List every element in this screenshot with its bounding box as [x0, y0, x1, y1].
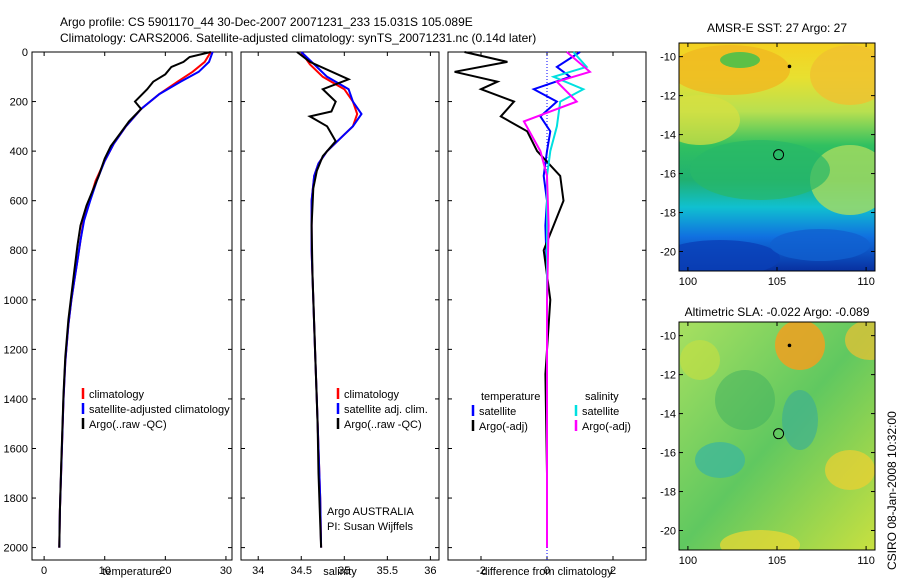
sla-heatmap-field [679, 322, 875, 550]
sst-map-panel: AMSR-E SST: 27 Argo: 27 100 105 110 -10 -12 -… [660, 21, 876, 288]
sst-heatmap-field [679, 43, 875, 271]
temperature-panel: 0 10 20 30 0 200 400 600 800 1000 1200 1400 1600 1800… [4, 47, 233, 578]
map-y-tick-label: -20 [660, 526, 676, 538]
figure-title-line2: Climatology: CARS2006. Satellite-adjuste… [60, 31, 536, 45]
y-tick-label: 1600 [4, 443, 28, 455]
x-tick-label: 30 [220, 565, 232, 577]
y-tick-label: 1400 [4, 394, 28, 406]
x-tick-label: 10 [99, 565, 111, 577]
x-tick-label: 0 [544, 565, 550, 577]
series-line [522, 51, 592, 548]
sla-map-panel: Altimetric SLA: -0.022 Argo: -0.089 100 1… [660, 305, 876, 567]
map-y-tick-label: -16 [660, 169, 676, 181]
y-tick-label: 1000 [4, 295, 28, 307]
series-line [300, 51, 363, 548]
sst-map-title: AMSR-E SST: 27 Argo: 27 [707, 21, 847, 35]
x-tick-label: 2 [610, 565, 616, 577]
legend-title: temperature [481, 391, 540, 403]
map-y-tick-label: -10 [660, 52, 676, 64]
y-tick-label: 800 [10, 245, 28, 257]
legend: temperature satellite Argo(-adj) salinity sa… [471, 391, 631, 433]
map-y-tick-label: -18 [660, 208, 676, 220]
y-tick-label: 2000 [4, 543, 28, 555]
map-y-tick-label: -12 [660, 370, 676, 382]
map-y-tick-label: -18 [660, 487, 676, 499]
series-line [300, 51, 359, 548]
map-y-tick-label: -10 [660, 331, 676, 343]
x-tick-label: 0 [41, 565, 47, 577]
x-tick-label: 34 [252, 565, 264, 577]
annotation-text: PI: Susan Wijffels [327, 521, 413, 533]
island-dot-marker [787, 343, 792, 348]
map-x-tick-label: 100 [679, 555, 697, 567]
legend-label: Argo(..raw -QC) [344, 419, 422, 431]
legend-label: satellite [582, 406, 619, 418]
legend-label: climatology [89, 389, 145, 401]
island-dot-marker [787, 64, 792, 69]
map-x-tick-label: 100 [679, 276, 697, 288]
series-line [58, 51, 212, 548]
legend: climatology satellite-adjusted climatolog… [81, 388, 230, 431]
y-tick-label: 200 [10, 97, 28, 109]
x-axis-label: temperature [102, 566, 161, 578]
x-tick-label: -2 [476, 565, 486, 577]
y-tick-label: 0 [22, 47, 28, 59]
map-y-tick-label: -20 [660, 247, 676, 259]
x-tick-label: 35 [338, 565, 350, 577]
x-axis-label: salinity [323, 566, 357, 578]
x-tick-label: 20 [159, 565, 171, 577]
plot-frame [240, 51, 440, 561]
legend: climatology satellite adj. clim. Argo(..ra… [336, 388, 428, 431]
map-y-tick-label: -12 [660, 91, 676, 103]
salinity-panel: 34 34.5 35 35.5 36 salinity climatology satelli… [240, 51, 440, 578]
annotation-text: Argo AUSTRALIA [327, 506, 414, 518]
legend-title: salinity [585, 391, 619, 403]
map-y-tick-label: -16 [660, 448, 676, 460]
y-tick-label: 400 [10, 146, 28, 158]
profile-location-marker [773, 149, 785, 161]
figure-title-line1: Argo profile: CS 5901170_44 30-Dec-2007 … [60, 15, 473, 29]
series-line [58, 51, 214, 548]
legend-label: satellite [479, 406, 516, 418]
map-x-tick-label: 110 [857, 276, 875, 288]
profile-location-marker [773, 428, 785, 440]
x-axis-label: difference from climatology [481, 566, 613, 578]
x-tick-label: 34.5 [291, 565, 312, 577]
x-tick-label: 36 [424, 565, 436, 577]
legend-label: satellite-adjusted climatology [89, 404, 230, 416]
series-line [296, 51, 352, 548]
timestamp-footer: CSIRO 08-Jan-2008 10:32:00 [885, 411, 899, 570]
x-tick-label: 35.5 [377, 565, 398, 577]
y-tick-label: 600 [10, 196, 28, 208]
legend-label: Argo(..raw -QC) [89, 419, 167, 431]
plot-frame [31, 51, 233, 561]
legend-label: Argo(-adj) [582, 421, 631, 433]
legend-label: satellite adj. clim. [344, 404, 428, 416]
legend-label: Argo(-adj) [479, 421, 528, 433]
y-tick-label: 1800 [4, 493, 28, 505]
series-line [58, 51, 212, 548]
series-line [546, 51, 589, 548]
map-x-tick-label: 110 [857, 555, 875, 567]
y-tick-label: 1200 [4, 344, 28, 356]
map-x-tick-label: 105 [768, 555, 786, 567]
map-y-tick-label: -14 [660, 130, 676, 142]
legend-label: climatology [344, 389, 400, 401]
sla-map-title: Altimetric SLA: -0.022 Argo: -0.089 [685, 305, 870, 319]
series-line [454, 51, 565, 548]
map-y-tick-label: -14 [660, 409, 676, 421]
map-x-tick-label: 105 [768, 276, 786, 288]
